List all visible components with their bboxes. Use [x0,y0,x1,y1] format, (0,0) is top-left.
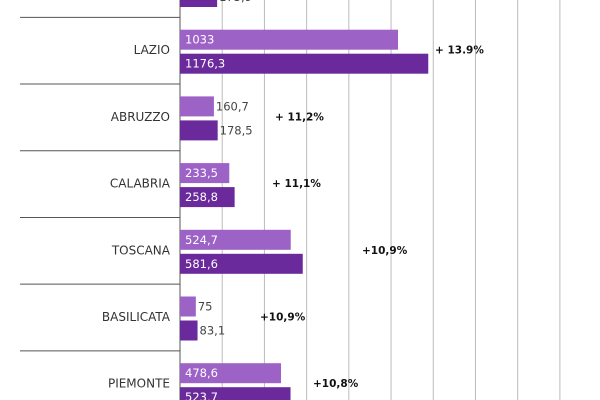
bar [180,0,218,7]
bar [180,29,399,50]
bar [180,187,235,208]
category-label: ABRUZZO [111,110,170,124]
value-label: 1176,3 [185,57,225,71]
annotation: + 11,2% [275,111,324,123]
annotation: +10,9% [362,245,408,257]
value-label: 233,5 [185,166,218,180]
annotation: + 13.9% [435,45,484,57]
annotation: +10,9% [260,312,306,324]
bar [180,253,303,274]
bar [180,53,429,74]
annotation: + 11,1% [272,178,321,190]
value-label: 175,9 [219,0,252,4]
bar [180,163,230,184]
value-label: 178,5 [220,123,253,137]
value-label: 75 [198,300,213,314]
category-label: BASILICATA [102,310,171,324]
value-label: 478,6 [185,366,218,380]
bar [180,387,291,400]
bar [180,363,282,384]
bar [180,96,214,117]
bar [180,229,291,250]
bar [180,120,218,141]
category-label: TOSCANA [111,243,171,257]
category-label: LAZIO [134,43,170,57]
annotation: +10,8% [313,378,359,390]
bar [180,296,196,317]
category-label: CALABRIA [110,177,171,191]
value-label: 160,7 [216,99,249,113]
bar [180,320,198,341]
value-label: 581,6 [185,257,218,271]
value-label: 258,8 [185,190,218,204]
value-label: 1033 [185,33,214,47]
value-label: 523,7 [185,390,218,400]
value-label: 83,1 [200,324,226,338]
category-label: PIEMONTE [108,377,170,391]
value-label: 524,7 [185,233,218,247]
